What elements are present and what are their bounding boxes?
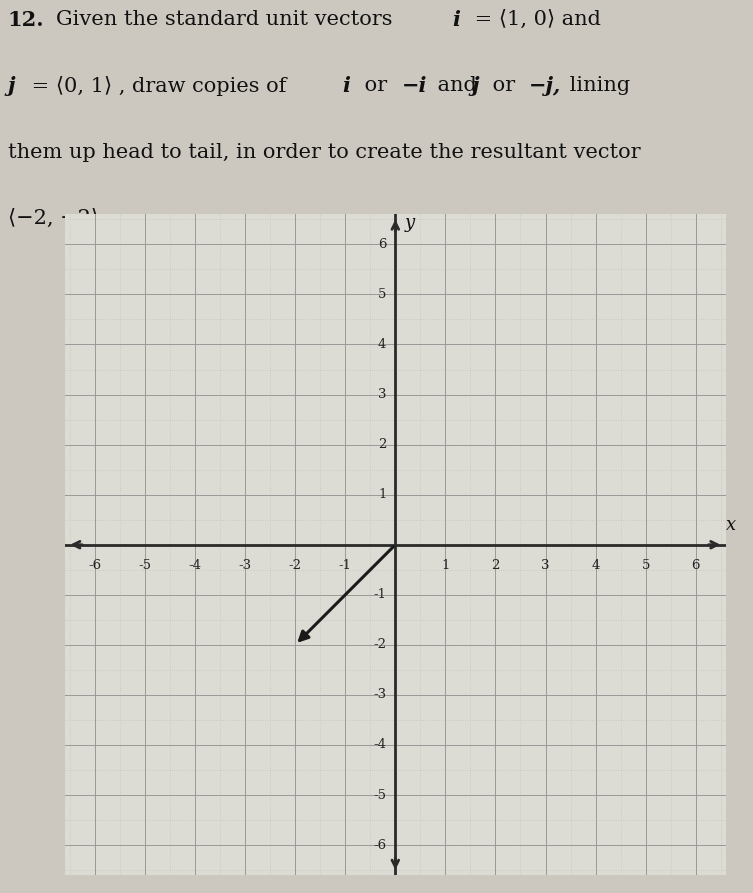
Text: 3: 3	[541, 559, 550, 572]
Text: -4: -4	[188, 559, 202, 572]
Text: = ⟨0, 1⟩ , draw copies of: = ⟨0, 1⟩ , draw copies of	[25, 77, 293, 96]
Text: -5: -5	[139, 559, 151, 572]
Text: 1: 1	[441, 559, 450, 572]
Text: or: or	[358, 77, 393, 96]
Text: −j,: −j,	[529, 77, 561, 96]
Text: lining: lining	[563, 77, 630, 96]
Text: 3: 3	[378, 388, 386, 401]
Text: -4: -4	[373, 739, 386, 752]
Text: j: j	[8, 77, 15, 96]
Text: and: and	[431, 77, 483, 96]
Text: -3: -3	[373, 689, 386, 701]
Text: 2: 2	[491, 559, 500, 572]
Text: 12.: 12.	[8, 10, 44, 30]
Text: Given the standard unit vectors: Given the standard unit vectors	[56, 10, 400, 29]
Text: 4: 4	[378, 338, 386, 351]
Text: j: j	[471, 77, 479, 96]
Text: = ⟨1, 0⟩ and: = ⟨1, 0⟩ and	[468, 10, 601, 29]
Text: 6: 6	[691, 559, 700, 572]
Text: -1: -1	[373, 588, 386, 601]
Text: them up head to tail, in order to create the resultant vector: them up head to tail, in order to create…	[8, 143, 640, 162]
Text: i: i	[343, 77, 350, 96]
Text: ⟨−2, −2⟩ .: ⟨−2, −2⟩ .	[8, 209, 112, 228]
Text: -6: -6	[373, 839, 386, 852]
Text: or: or	[486, 77, 522, 96]
Text: -2: -2	[288, 559, 302, 572]
Text: -3: -3	[239, 559, 252, 572]
Text: 5: 5	[642, 559, 650, 572]
Text: y: y	[404, 214, 414, 232]
Text: -5: -5	[373, 789, 386, 802]
Text: −i: −i	[401, 77, 427, 96]
Text: 2: 2	[378, 438, 386, 451]
Text: 6: 6	[378, 238, 386, 251]
Text: 1: 1	[378, 488, 386, 501]
Text: -6: -6	[88, 559, 102, 572]
Text: -2: -2	[373, 638, 386, 651]
Text: -1: -1	[339, 559, 352, 572]
Text: x: x	[726, 516, 736, 534]
Text: i: i	[452, 10, 459, 30]
Text: 4: 4	[591, 559, 599, 572]
Text: 5: 5	[378, 288, 386, 301]
